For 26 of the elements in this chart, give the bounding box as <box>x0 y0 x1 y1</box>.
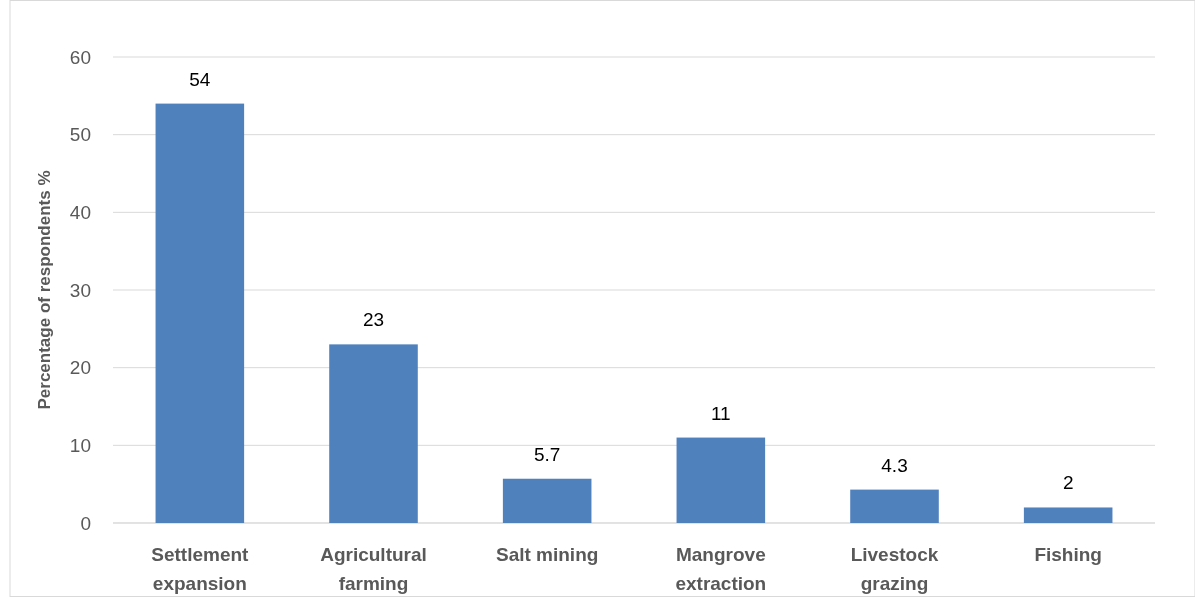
data-label: 11 <box>710 402 731 424</box>
x-tick-label: Mangrove extraction <box>675 544 767 594</box>
y-axis-title: Percentage of respondents % <box>35 170 54 410</box>
x-tick-label: Fishing <box>1034 544 1102 565</box>
y-tick-label: 20 <box>69 357 91 379</box>
bar <box>502 478 592 523</box>
x-tick-label: Agricultural farming <box>320 544 427 594</box>
bar <box>1023 507 1113 523</box>
data-label: 5.7 <box>533 443 561 465</box>
y-tick-label: 10 <box>69 434 91 456</box>
bar <box>676 437 766 523</box>
y-tick-label: 30 <box>69 279 91 301</box>
data-label: 4.3 <box>881 454 908 476</box>
bar <box>850 489 939 523</box>
data-label: 54 <box>189 68 211 90</box>
y-tick-label: 50 <box>69 124 91 146</box>
y-tick-label: 0 <box>80 512 91 534</box>
x-tick-label: Salt mining <box>495 544 599 565</box>
x-tick-label: Livestock grazing <box>850 544 939 594</box>
bar <box>329 344 418 523</box>
data-label: 23 <box>362 309 385 331</box>
x-tick-label: Settlement expansion <box>151 544 250 594</box>
data-label: 2 <box>1062 472 1074 494</box>
bar <box>155 103 245 523</box>
y-tick-label: 40 <box>69 201 91 223</box>
y-tick-label: 60 <box>69 46 91 68</box>
